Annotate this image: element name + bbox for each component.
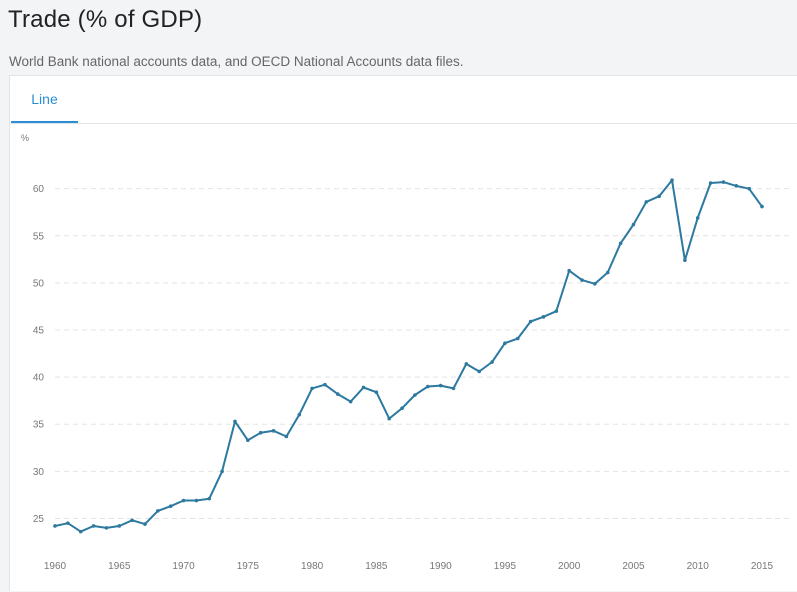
y-axis-label: %	[21, 133, 29, 143]
data-point	[747, 186, 751, 191]
series-line	[54, 179, 763, 533]
x-tick-label: 2015	[751, 561, 774, 572]
data-point	[605, 270, 610, 275]
page-title: Trade (% of GDP)	[8, 6, 203, 33]
y-tick-label: 30	[33, 467, 45, 478]
data-point	[708, 181, 713, 185]
y-tick-label: 55	[33, 231, 45, 242]
data-point	[66, 521, 70, 525]
data-point	[451, 386, 456, 391]
x-tick-label: 2005	[622, 561, 645, 572]
data-point	[323, 382, 327, 387]
data-point	[541, 315, 546, 319]
data-point	[104, 526, 109, 530]
data-point	[528, 319, 533, 324]
data-point	[554, 309, 559, 313]
data-point	[438, 383, 443, 388]
data-point	[425, 384, 430, 389]
chart-tabs: Line	[10, 76, 797, 124]
x-tick-label: 1980	[301, 561, 324, 572]
data-point	[580, 278, 584, 282]
data-point	[760, 204, 764, 209]
data-point	[721, 180, 726, 184]
x-tick-label: 1995	[494, 561, 517, 572]
chart-card: Line % 25 30 35 40 45 50 55 60 1960 1965 1970 1975 19…	[9, 75, 797, 591]
data-point	[207, 496, 212, 501]
data-point	[258, 430, 263, 435]
source-note: World Bank national accounts data, and O…	[9, 54, 464, 69]
data-point	[348, 399, 353, 404]
x-tick-label: 2010	[687, 561, 710, 572]
data-point	[695, 216, 700, 220]
data-point	[618, 241, 623, 246]
data-point	[220, 469, 224, 474]
data-point	[310, 386, 314, 391]
data-point	[670, 178, 674, 183]
data-point	[156, 509, 160, 513]
y-tick-label: 45	[33, 326, 45, 337]
x-tick-label: 1990	[430, 561, 453, 572]
data-point	[168, 504, 173, 508]
data-point	[490, 360, 494, 364]
data-point	[91, 524, 96, 528]
data-point	[297, 413, 302, 417]
data-point	[361, 385, 366, 390]
data-point	[117, 524, 122, 528]
data-point	[233, 419, 237, 424]
x-tick-label: 1985	[365, 561, 388, 572]
y-tick-label: 25	[33, 514, 45, 525]
data-point	[503, 341, 507, 346]
data-point	[657, 194, 661, 199]
line-chart: % 25 30 35 40 45 50 55 60 1960 1965 1970 1975 1980 198…	[21, 133, 792, 572]
y-tick-label: 50	[33, 278, 45, 289]
y-tick-label: 35	[33, 420, 45, 431]
data-point	[413, 393, 417, 397]
data-point	[194, 498, 199, 503]
data-point	[284, 434, 289, 439]
data-point	[683, 258, 687, 263]
y-tick-label: 60	[33, 184, 45, 195]
tab-line[interactable]: Line	[11, 76, 78, 123]
data-point	[374, 390, 379, 394]
x-tick-label: 2000	[558, 561, 581, 572]
data-point	[78, 529, 83, 534]
data-point	[567, 268, 571, 273]
data-point	[181, 498, 186, 503]
data-point	[387, 416, 392, 421]
data-point	[130, 518, 134, 523]
data-point	[143, 522, 147, 526]
data-point	[271, 429, 276, 433]
data-point	[336, 392, 340, 396]
data-point	[464, 362, 469, 366]
x-tick-label: 1975	[237, 561, 260, 572]
data-point	[631, 222, 636, 227]
data-point	[477, 369, 482, 374]
x-tick-label: 1970	[172, 561, 195, 572]
y-tick-label: 40	[33, 373, 45, 384]
x-tick-label: 1960	[44, 561, 67, 572]
data-point	[734, 184, 739, 188]
data-point	[53, 524, 57, 528]
data-point	[515, 336, 520, 341]
data-point	[644, 200, 649, 204]
x-tick-label: 1965	[108, 561, 131, 572]
data-point	[593, 282, 597, 286]
data-point	[400, 406, 404, 411]
data-point	[246, 438, 250, 443]
